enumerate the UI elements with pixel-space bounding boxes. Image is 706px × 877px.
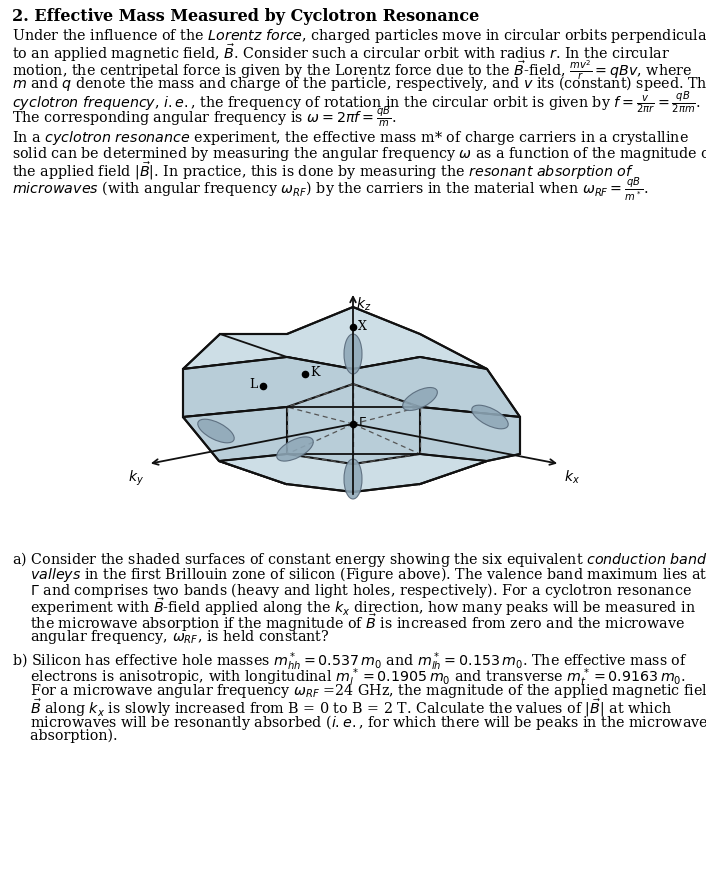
Text: solid can be determined by measuring the angular frequency $\omega$ as a functio: solid can be determined by measuring the… (12, 145, 706, 162)
Text: For a microwave angular frequency $\omega_{RF}$ =24 GHz, the magnitude of the ap: For a microwave angular frequency $\omeg… (12, 681, 706, 699)
Text: $\mathit{microwaves}$ (with angular frequency $\omega_{RF}$) by the carriers in : $\mathit{microwaves}$ (with angular freq… (12, 175, 648, 204)
Ellipse shape (344, 335, 362, 374)
Text: $k_y$: $k_y$ (128, 468, 144, 488)
Polygon shape (420, 408, 520, 484)
Text: motion, the centripetal force is given by the Lorentz force due to the $\vec{B}$: motion, the centripetal force is given b… (12, 58, 692, 82)
Text: b) Silicon has effective hole masses $m_{hh}^* = 0.537\, m_0$ and $m_{lh}^* = 0.: b) Silicon has effective hole masses $m_… (12, 650, 688, 673)
Ellipse shape (472, 406, 508, 430)
Text: The corresponding angular frequency is $\omega = 2\pi f = \frac{qB}{m}$.: The corresponding angular frequency is $… (12, 104, 397, 130)
Text: the microwave absorption if the magnitude of $\vec{B}$ is increased from zero an: the microwave absorption if the magnitud… (12, 611, 685, 633)
Text: electrons is anisotropic, with longitudinal $m_l^* = 0.1905\, m_0$ and transvers: electrons is anisotropic, with longitudi… (12, 666, 686, 688)
Text: $\vec{B}$ along $k_x$ is slowly increased from B = 0 to B = 2 T. Calculate the v: $\vec{B}$ along $k_x$ is slowly increase… (12, 696, 672, 718)
Point (258, 380, 269, 394)
Text: absorption).: absorption). (12, 727, 118, 742)
Text: $k_z$: $k_z$ (356, 296, 371, 313)
Text: $k_x$: $k_x$ (564, 468, 580, 486)
Point (299, 367, 311, 381)
Point (347, 417, 359, 431)
Text: angular frequency, $\omega_{RF}$, is held constant?: angular frequency, $\omega_{RF}$, is hel… (12, 627, 330, 645)
Polygon shape (353, 358, 520, 417)
Polygon shape (219, 454, 487, 493)
Text: $\mathit{cyclotron\ frequency}$, $\mathit{i.e.}$, the frequency of rotation in t: $\mathit{cyclotron\ frequency}$, $\mathi… (12, 89, 701, 116)
Polygon shape (183, 308, 487, 369)
Text: Under the influence of the $\mathit{Lorentz\ force}$, charged particles move in : Under the influence of the $\mathit{Lore… (12, 27, 706, 45)
Ellipse shape (198, 420, 234, 443)
Text: the applied field $|\vec{B}|$. In practice, this is done by measuring the $\math: the applied field $|\vec{B}|$. In practi… (12, 160, 635, 182)
Text: $\Gamma$ and comprises two bands (heavy and light holes, respectively). For a cy: $\Gamma$ and comprises two bands (heavy … (12, 581, 692, 599)
Text: experiment with $\vec{B}$-field applied along the $k_x$ direction, how many peak: experiment with $\vec{B}$-field applied … (12, 595, 696, 617)
Text: X: X (358, 319, 367, 332)
Text: 2. Effective Mass Measured by Cyclotron Resonance: 2. Effective Mass Measured by Cyclotron … (12, 8, 479, 25)
Text: In a $\mathit{cyclotron\ resonance}$ experiment, the effective mass m* of charge: In a $\mathit{cyclotron\ resonance}$ exp… (12, 129, 689, 147)
Text: $m$ and $q$ denote the mass and charge of the particle, respectively, and $v$ it: $m$ and $q$ denote the mass and charge o… (12, 74, 706, 92)
Text: L: L (250, 378, 258, 391)
Point (347, 321, 359, 335)
Polygon shape (287, 384, 420, 465)
Ellipse shape (344, 460, 362, 499)
Text: $\Gamma$: $\Gamma$ (358, 416, 367, 429)
Text: a) Consider the shaded surfaces of constant energy showing the six equivalent $\: a) Consider the shaded surfaces of const… (12, 549, 706, 568)
Polygon shape (183, 358, 353, 417)
Text: to an applied magnetic field, $\vec{B}$. Consider such a circular orbit with rad: to an applied magnetic field, $\vec{B}$.… (12, 42, 670, 64)
Text: K: K (310, 366, 320, 379)
Ellipse shape (277, 438, 313, 461)
Polygon shape (183, 408, 287, 484)
Text: microwaves will be resonantly absorbed ($\mathit{i.e.}$, for which there will be: microwaves will be resonantly absorbed (… (12, 712, 706, 731)
Ellipse shape (402, 389, 437, 411)
Text: $\mathit{valleys}$ in the first Brillouin zone of silicon (Figure above). The va: $\mathit{valleys}$ in the first Brilloui… (12, 565, 706, 584)
